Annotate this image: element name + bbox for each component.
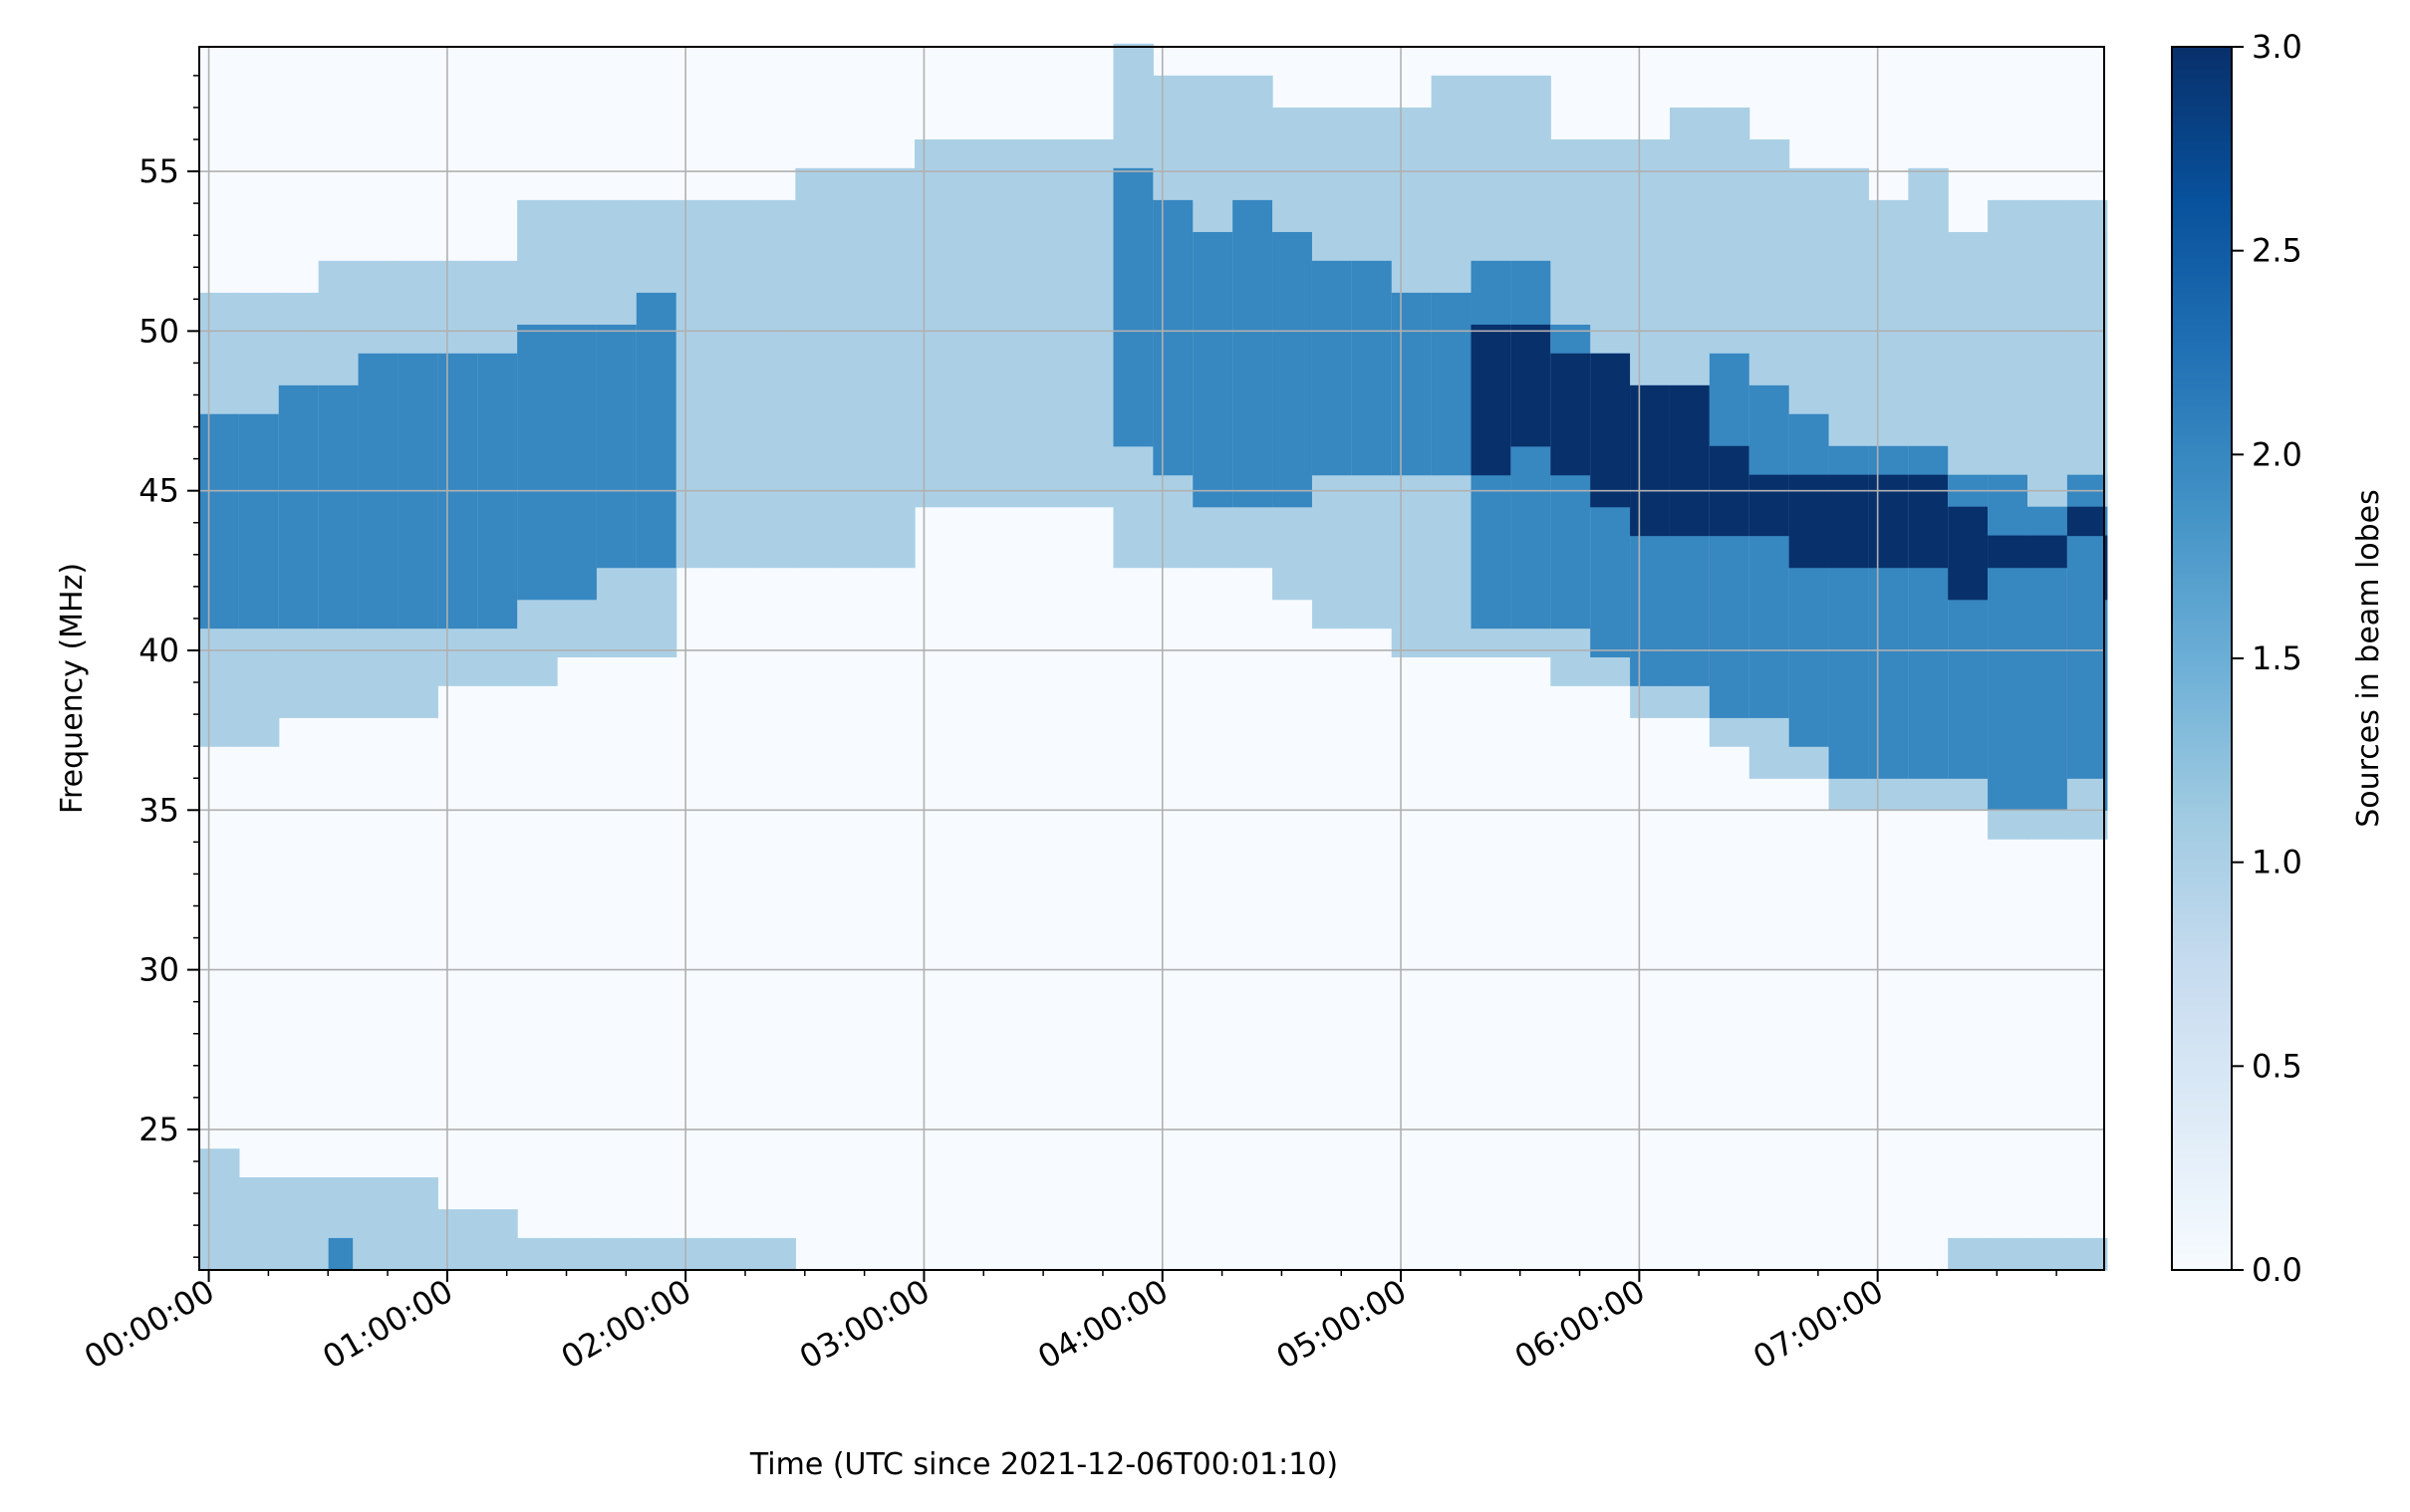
y-axis-label: Frequency (MHz) xyxy=(55,563,90,814)
heatmap-cell xyxy=(596,324,638,569)
heatmap-cell xyxy=(2104,535,2108,601)
heatmap-cell xyxy=(2066,1237,2108,1271)
heatmap-cell xyxy=(398,1177,438,1271)
heatmap-cell xyxy=(1431,292,1473,476)
y-tick-label: 40 xyxy=(138,631,179,669)
colorbar-label: Sources in beam lobes xyxy=(2351,489,2386,828)
heatmap-cell xyxy=(1988,535,2028,569)
heatmap-cell xyxy=(2026,535,2068,569)
heatmap-cell xyxy=(1391,292,1433,476)
heatmap-cell xyxy=(238,413,280,630)
y-tick-label: 55 xyxy=(138,152,179,190)
colorbar-tick-label: 1.0 xyxy=(2252,844,2302,882)
y-tick-label: 50 xyxy=(138,312,179,350)
heatmap-cell xyxy=(517,1237,558,1271)
heatmap-cell xyxy=(1351,260,1393,476)
heatmap-cell xyxy=(358,1177,400,1271)
colorbar-tick-label: 2.5 xyxy=(2252,232,2302,270)
y-tick-label: 30 xyxy=(138,951,179,989)
heatmap-cell xyxy=(238,1177,280,1271)
heatmap-cell xyxy=(1550,353,1591,476)
heatmap-cell xyxy=(199,1148,240,1271)
heatmap-cell xyxy=(1232,199,1273,508)
heatmap-cell xyxy=(1988,474,2028,811)
colorbar-axis: 0.0 0.5 1.0 1.5 2.0 2.5 3.0 xyxy=(2232,28,2302,1289)
heatmap-cell xyxy=(1868,474,1909,569)
colorbar-tick-label: 3.0 xyxy=(2252,28,2302,66)
heatmap-cell xyxy=(1311,260,1353,476)
grid-lines xyxy=(199,47,2104,1270)
heatmap-cell xyxy=(2104,1237,2108,1271)
heatmap-cell xyxy=(795,167,836,569)
heatmap-cell xyxy=(1510,324,1551,447)
heatmap-cell xyxy=(755,199,796,569)
colorbar-tick-label: 0.5 xyxy=(2252,1047,2302,1085)
heatmap-cell xyxy=(557,1237,598,1271)
heatmap-cell xyxy=(715,199,757,569)
heatmap-cell xyxy=(2066,506,2108,537)
heatmap-cells xyxy=(199,43,2108,1271)
heatmap-cell xyxy=(1272,231,1313,508)
heatmap-cell xyxy=(596,1237,638,1271)
heatmap-cell xyxy=(1193,231,1233,508)
heatmap-cell xyxy=(557,324,598,601)
heatmap-cell xyxy=(1153,199,1194,476)
heatmap-cell xyxy=(278,384,320,630)
heatmap-cell xyxy=(835,167,876,569)
heatmap-cell xyxy=(915,138,955,508)
heatmap-cell xyxy=(2026,1237,2068,1271)
heatmap-cell xyxy=(517,324,558,601)
colorbar-tick-label: 2.0 xyxy=(2252,435,2302,473)
colorbar xyxy=(2171,46,2233,1271)
y-axis: 25 30 35 40 45 50 55 xyxy=(138,75,199,1258)
heatmap-cell xyxy=(636,1237,677,1271)
heatmap-cell xyxy=(993,138,1035,508)
heatmap-cell xyxy=(755,1237,796,1271)
heatmap-cell xyxy=(675,1237,717,1271)
heatmap-cell xyxy=(1908,474,1949,569)
heatmap-cell xyxy=(715,1237,757,1271)
heatmap-cell xyxy=(278,1177,320,1271)
heatmap-cell xyxy=(953,138,995,508)
heatmap-cell xyxy=(1113,167,1154,447)
heatmap-cell xyxy=(1471,324,1512,476)
heatmap-cell xyxy=(477,1209,518,1271)
heatmap-cell xyxy=(328,1237,354,1271)
heatmap-cell xyxy=(1788,413,1830,747)
heatmap-cell xyxy=(1073,138,1115,508)
heatmap-cell xyxy=(1988,1237,2028,1271)
colorbar-tick-label: 1.5 xyxy=(2252,639,2302,677)
heatmap-cell xyxy=(1748,474,1790,537)
heatmap-cell xyxy=(199,413,240,630)
heatmap-cell xyxy=(1948,1237,1989,1271)
heatmap-cell xyxy=(2104,506,2108,811)
heatmap-cell xyxy=(318,384,360,630)
y-tick-label: 45 xyxy=(138,472,179,510)
heatmap-cell xyxy=(1948,506,1989,601)
x-axis-label: Time (UTC since 2021-12-06T00:01:10) xyxy=(749,1447,1338,1482)
y-tick-label: 35 xyxy=(138,791,179,829)
heatmap-cell xyxy=(1590,353,1631,508)
plot-frame xyxy=(198,46,2105,1271)
heatmap-cell xyxy=(437,1209,478,1271)
colorbar-tick-label: 0.0 xyxy=(2252,1251,2302,1289)
heatmap-cell xyxy=(1033,138,1075,508)
y-tick-label: 25 xyxy=(138,1111,179,1148)
heatmap-cell xyxy=(1828,474,1870,569)
heatmap-cell xyxy=(675,199,717,569)
heatmap-cell xyxy=(636,292,677,569)
heatmap-cell xyxy=(1748,384,1790,718)
heatmap-cell xyxy=(875,167,916,569)
heatmap-cell xyxy=(1669,384,1711,537)
heatmap-cell xyxy=(1788,474,1830,569)
heatmap-cell xyxy=(1630,384,1671,537)
